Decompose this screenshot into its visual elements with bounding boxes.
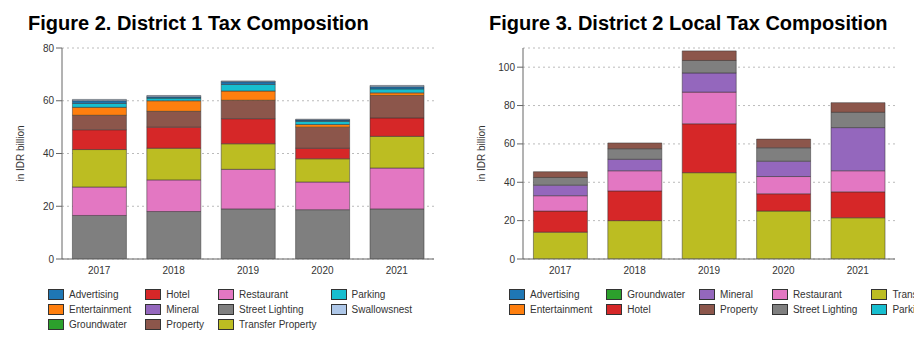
html-text:Groundwater: Groundwater [69,319,127,330]
svg-text:2019: 2019 [237,265,260,276]
svg-text:2018: 2018 [623,265,646,276]
html-text:Mineral: Mineral [166,304,200,315]
html-text:Street Lighting: Street Lighting [792,304,858,315]
html-text:Entertainment: Entertainment [69,304,132,315]
svg-text:20: 20 [43,201,55,212]
svg-text:in IDR billion: in IDR billion [476,125,487,181]
svg-text:in IDR billion: in IDR billion [15,125,26,181]
html-text:Hotel: Hotel [166,289,190,300]
svg-text:0: 0 [509,254,515,265]
svg-text:60: 60 [43,95,55,106]
svg-text:2021: 2021 [386,265,409,276]
html-text:Parking: Parking [351,289,386,300]
html-text:Groundwater: Groundwater [627,289,686,300]
svg-text:2021: 2021 [847,265,870,276]
html-text:Entertainment: Entertainment [530,304,593,315]
html-text:Property: Property [720,304,758,315]
svg-text:40: 40 [504,177,516,188]
svg-text:80: 80 [43,43,55,54]
html-text:Hotel: Hotel [627,304,651,315]
svg-text:2019: 2019 [698,265,721,276]
html-text:Street Lighting: Street Lighting [239,304,304,315]
svg-text:80: 80 [504,100,516,111]
html-text:Property: Property [166,319,205,330]
svg-text:2018: 2018 [162,265,185,276]
html-text:Figure 2. District 1 Tax Compo: Figure 2. District 1 Tax Composition [28,12,369,34]
html-text:Advertising: Advertising [530,289,580,300]
html-text:Figure 3. District 2 Local Tax: Figure 3. District 2 Local Tax Compositi… [489,12,888,34]
html-text:Mineral: Mineral [720,289,753,300]
html-text:Advertising: Advertising [69,289,119,300]
html-text:Restaurant: Restaurant [239,289,288,300]
svg-text:20: 20 [504,215,516,226]
svg-text:100: 100 [498,62,515,73]
html-text:Swallowsnest: Swallowsnest [351,304,413,315]
svg-text:40: 40 [43,148,55,159]
svg-text:2017: 2017 [88,265,111,276]
svg-text:60: 60 [504,138,516,149]
svg-text:2020: 2020 [311,265,334,276]
html-text:Restaurant: Restaurant [792,289,842,300]
html-text:Transfer Property: Transfer Property [239,319,317,330]
svg-text:2017: 2017 [549,265,572,276]
svg-text:2020: 2020 [772,265,795,276]
svg-text:0: 0 [48,254,54,265]
